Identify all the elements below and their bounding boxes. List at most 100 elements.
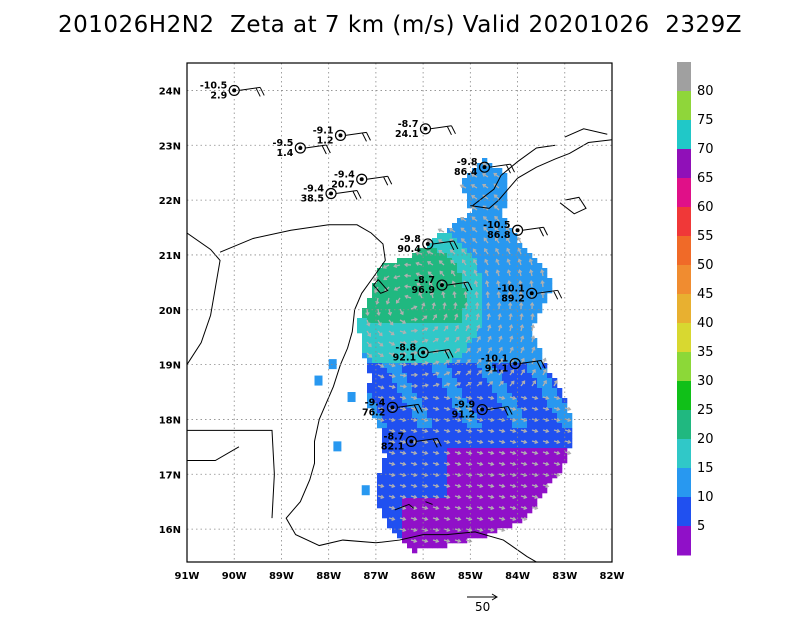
- field-cell: [552, 468, 558, 474]
- field-cell: [527, 353, 533, 359]
- field-cell: [507, 518, 513, 524]
- observation: -9.420.7: [331, 169, 393, 190]
- field-cell: [457, 488, 463, 494]
- field-cell: [397, 298, 403, 304]
- field-cell: [497, 168, 503, 174]
- field-cell: [367, 308, 373, 314]
- field-cell: [432, 288, 438, 294]
- field-cell: [417, 538, 423, 544]
- field-cell: [427, 298, 433, 304]
- field-cell: [427, 253, 433, 259]
- field-cell: [482, 333, 488, 339]
- field-cell: [422, 348, 428, 354]
- field-cell: [567, 413, 573, 419]
- field-cell: [467, 363, 473, 369]
- field-cell: [482, 343, 488, 349]
- coastline-segment: [564, 128, 608, 138]
- field-cell: [417, 368, 423, 374]
- field-cell: [412, 468, 418, 474]
- field-cell: [492, 363, 498, 369]
- field-cell: [417, 488, 423, 494]
- observation-value: 38.5: [301, 194, 324, 205]
- field-cell: [482, 453, 488, 459]
- field-cell: [402, 423, 408, 429]
- field-cell: [497, 393, 503, 399]
- field-cell: [422, 283, 428, 289]
- field-cell: [397, 283, 403, 289]
- field-cell: [437, 468, 443, 474]
- field-cell: [492, 198, 498, 204]
- field-cell: [387, 423, 393, 429]
- wind-vector-head: [556, 439, 561, 445]
- field-cell: [457, 313, 463, 319]
- field-cell: [437, 383, 443, 389]
- field-cell: [497, 413, 503, 419]
- field-cell: [537, 283, 543, 289]
- field-cell: [497, 198, 503, 204]
- wind-vector-head: [457, 417, 462, 423]
- field-cell: [407, 333, 413, 339]
- field-cell: [452, 528, 458, 534]
- field-cell: [457, 448, 463, 454]
- field-cell: [467, 173, 473, 179]
- field-cell: [367, 298, 373, 304]
- observation-zeta: -10.5: [483, 220, 510, 231]
- field-cell: [512, 408, 518, 414]
- field-cell: [517, 453, 523, 459]
- field-cell: [442, 498, 448, 504]
- field-cell: [482, 288, 488, 294]
- field-cell: [417, 393, 423, 399]
- field-cell: [492, 228, 498, 234]
- longitude-tick-label: 82W: [600, 571, 625, 582]
- field-cell: [487, 358, 493, 364]
- field-cell: [477, 498, 483, 504]
- field-cell: [442, 363, 448, 369]
- field-cell: [417, 468, 423, 474]
- field-cell: [557, 398, 563, 404]
- field-cell: [557, 453, 563, 459]
- field-cell: [532, 283, 538, 289]
- field-cell: [522, 333, 528, 339]
- field-cell: [432, 358, 438, 364]
- field-cell: [502, 333, 508, 339]
- wind-vector-head: [446, 417, 451, 423]
- field-cell: [522, 503, 528, 509]
- field-cell: [487, 393, 493, 399]
- field-cell: [432, 503, 438, 509]
- field-cell: [462, 188, 468, 194]
- wind-barb: [446, 281, 469, 286]
- wind-barb: [430, 125, 452, 130]
- field-cell: [477, 273, 483, 279]
- field-cell: [542, 293, 548, 299]
- field-cell: [422, 498, 428, 504]
- wind-barb-flag: [510, 163, 515, 173]
- field-cell: [442, 243, 448, 249]
- field-cell: [432, 398, 438, 404]
- field-cell: [367, 363, 373, 369]
- wind-vector-head: [540, 269, 545, 274]
- field-cell: [422, 358, 428, 364]
- field-cell: [447, 483, 453, 489]
- field-cell: [527, 408, 533, 414]
- field-cell: [432, 468, 438, 474]
- field-cell: [517, 318, 523, 324]
- field-cell: [382, 363, 388, 369]
- field-cell: [522, 498, 528, 504]
- field-cell: [512, 298, 518, 304]
- field-cell: [467, 213, 473, 219]
- field-cell: [502, 388, 508, 394]
- field-cell: [442, 283, 448, 289]
- field-cell: [377, 393, 383, 399]
- wind-barb-flag: [444, 350, 450, 359]
- field-cell: [372, 328, 378, 334]
- field-cell: [547, 413, 553, 419]
- wind-vector-head: [499, 358, 503, 363]
- field-cell: [427, 443, 433, 449]
- colorbar-label: 35: [697, 345, 714, 360]
- field-cell: [407, 453, 413, 459]
- wind-vector-head: [479, 417, 484, 423]
- field-cell: [462, 263, 468, 269]
- field-cell: [382, 378, 388, 384]
- field-cell: [467, 308, 473, 314]
- field-cell: [482, 383, 488, 389]
